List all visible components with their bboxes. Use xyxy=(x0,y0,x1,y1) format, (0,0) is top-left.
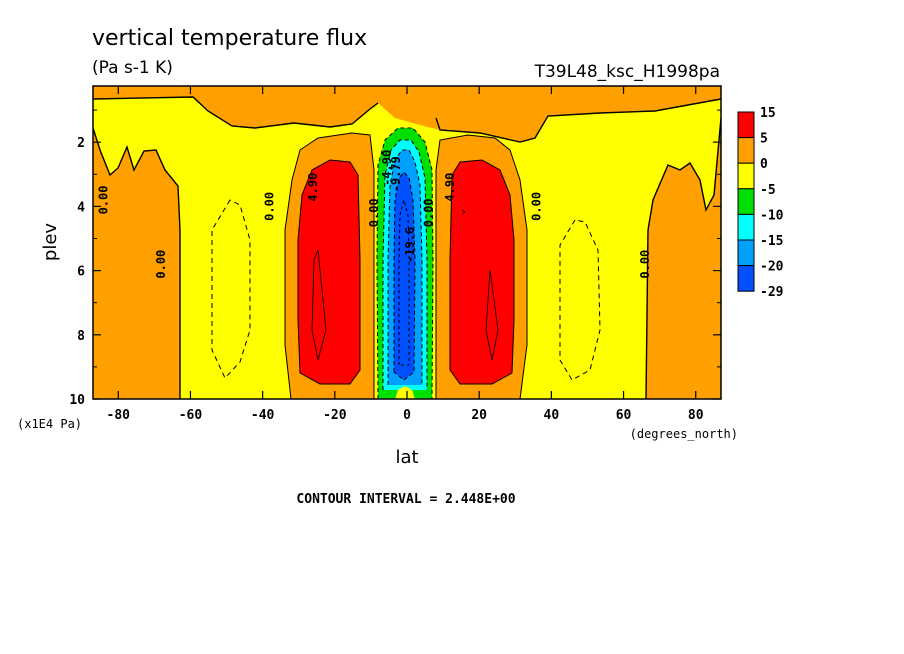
y-axis-units: (x1E4 Pa) xyxy=(17,417,82,431)
x-axis-label: lat xyxy=(395,447,418,468)
x-tick-label: -60 xyxy=(179,408,203,423)
colorbar-label: -15 xyxy=(760,234,783,249)
chart-title: vertical temperature flux xyxy=(92,26,367,51)
contour-field: 0.00 0.00 0.00 4.90 0.00 -4.90-9.79 -19.6 0.00 4… xyxy=(93,86,721,399)
x-tick-label: 20 xyxy=(471,408,487,423)
field-band-red-left xyxy=(297,159,361,385)
contour-label: -19.6 xyxy=(403,227,417,263)
contour-label: 0.00 xyxy=(154,250,168,279)
x-tick-label: 60 xyxy=(616,408,632,423)
colorbar-label: -20 xyxy=(760,260,784,275)
contour-label: 4.90 xyxy=(306,173,320,202)
contour-label: 0.00 xyxy=(262,192,276,221)
contour-label: -4.90 xyxy=(380,150,394,186)
x-tick-label: -80 xyxy=(107,408,131,423)
y-tick-label: 8 xyxy=(77,329,85,344)
colorbar-swatch xyxy=(737,239,755,267)
contour-label: 0.00 xyxy=(530,192,544,221)
contour-lines xyxy=(93,96,721,399)
contour-label: -9.79 xyxy=(389,156,403,192)
y-tick-label: 6 xyxy=(77,265,85,280)
y-tick-label: 2 xyxy=(77,136,85,151)
colorbar-label: 0 xyxy=(760,157,768,172)
colorbar-swatch xyxy=(737,137,755,164)
colorbar-label: 15 xyxy=(760,106,776,121)
x-tick-label: 40 xyxy=(544,408,560,423)
contour-label: 4.90 xyxy=(443,173,457,202)
contour-label: 0.00 xyxy=(421,198,435,227)
contour-label: 0.00 xyxy=(367,198,381,227)
x-tick-label: -20 xyxy=(323,408,347,423)
axis-ticks: -80 -60 -40 -20 0 20 40 60 80 2 4 6 8 10 xyxy=(69,86,721,423)
colorbar-label: -29 xyxy=(760,285,783,300)
x-axis-units: (degrees_north) xyxy=(630,427,738,441)
colorbar-swatch xyxy=(737,265,755,292)
colorbar-swatch xyxy=(737,111,755,139)
y-tick-label: 4 xyxy=(77,200,85,215)
x-tick-label: -40 xyxy=(251,408,275,423)
contour-label: 0.00 xyxy=(638,250,652,279)
colorbar: 15 5 0 -5 -10 -15 -20 -29 xyxy=(737,106,784,300)
x-tick-label: 80 xyxy=(688,408,704,423)
y-tick-label: 10 xyxy=(69,393,85,408)
field-band-red-right xyxy=(449,159,515,385)
dataset-label: T39L48_ksc_H1998pa xyxy=(534,62,720,82)
colorbar-label: 5 xyxy=(760,132,768,147)
colorbar-swatch xyxy=(737,162,755,190)
field-band-orange-top xyxy=(93,86,721,142)
colorbar-label: -5 xyxy=(760,183,776,198)
colorbar-swatch xyxy=(737,188,755,215)
chart-subtitle: (Pa s-1 K) xyxy=(92,58,173,78)
field-band-orange-right xyxy=(646,118,721,399)
y-axis-label: plev xyxy=(40,223,61,262)
x-tick-label: 0 xyxy=(403,408,411,423)
colorbar-swatch xyxy=(737,213,755,241)
contour-interval-note: CONTOUR INTERVAL = 2.448E+00 xyxy=(296,492,515,507)
contour-labels: 0.00 0.00 0.00 4.90 0.00 -4.90-9.79 -19.6 0.00 4… xyxy=(96,150,651,279)
field-band-orange-left xyxy=(93,128,180,399)
field-band-core-bottom xyxy=(395,386,415,399)
colorbar-label: -10 xyxy=(760,208,784,223)
contour-label: 0.00 xyxy=(96,186,110,215)
